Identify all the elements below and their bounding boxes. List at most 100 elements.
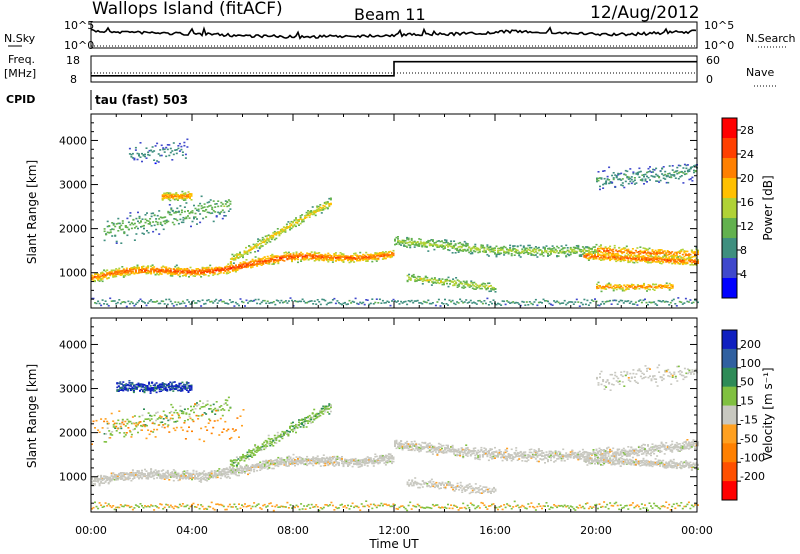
power-cell bbox=[653, 286, 656, 289]
power-cell bbox=[255, 245, 258, 248]
power-cell bbox=[395, 236, 398, 239]
power-cell bbox=[196, 223, 198, 225]
colorbar-tick-label: 4 bbox=[740, 268, 747, 281]
power-cell bbox=[547, 255, 549, 257]
power-cell bbox=[200, 272, 203, 274]
power-cell bbox=[401, 241, 404, 243]
power-cell bbox=[286, 255, 289, 257]
velocity-cell bbox=[115, 476, 118, 479]
power-cell bbox=[668, 172, 671, 175]
power-cell bbox=[656, 257, 659, 260]
power-cell bbox=[189, 266, 192, 269]
power-cell bbox=[151, 151, 154, 153]
power-cell bbox=[578, 255, 581, 257]
power-cell bbox=[679, 171, 682, 173]
power-cell bbox=[613, 258, 616, 260]
power-cell bbox=[319, 253, 322, 256]
power-cell bbox=[295, 254, 298, 257]
power-cell bbox=[270, 237, 273, 240]
power-cell bbox=[245, 246, 247, 249]
power-cell bbox=[108, 232, 111, 234]
power-cell bbox=[627, 258, 630, 260]
power-cell bbox=[598, 250, 601, 252]
power-cell bbox=[589, 302, 592, 304]
velocity-cell bbox=[224, 475, 227, 478]
power-cell bbox=[231, 257, 234, 259]
velocity-cell bbox=[241, 467, 243, 470]
power-cell bbox=[181, 151, 184, 153]
power-cell bbox=[397, 240, 399, 242]
velocity-cell bbox=[291, 461, 293, 463]
power-cell bbox=[655, 283, 658, 286]
power-cell bbox=[596, 177, 598, 180]
power-cell bbox=[475, 247, 478, 249]
velocity-cell bbox=[287, 455, 290, 458]
station-title: Wallops Island (fitACF) bbox=[92, 0, 283, 19]
power-cell bbox=[694, 260, 696, 263]
power-cell bbox=[650, 261, 652, 264]
power-cell bbox=[169, 300, 172, 303]
power-cell bbox=[261, 241, 264, 243]
power-cell bbox=[386, 254, 389, 257]
power-cell bbox=[153, 268, 156, 271]
power-cell bbox=[530, 254, 533, 256]
power-cell bbox=[574, 252, 577, 254]
power-cell bbox=[183, 141, 186, 144]
power-cell bbox=[674, 251, 677, 254]
velocity-cell bbox=[215, 473, 218, 475]
power-cell bbox=[275, 299, 278, 302]
power-cell bbox=[671, 169, 674, 171]
power-cell bbox=[442, 245, 445, 247]
power-cell bbox=[518, 254, 521, 257]
power-cell bbox=[295, 257, 298, 260]
power-cell bbox=[342, 259, 345, 261]
power-cell bbox=[378, 298, 381, 301]
power-cell bbox=[219, 269, 222, 271]
power-cell bbox=[688, 170, 691, 172]
power-cell bbox=[648, 251, 651, 254]
power-cell bbox=[325, 201, 328, 203]
power-cell bbox=[384, 253, 387, 256]
velocity-cell bbox=[231, 469, 234, 472]
power-cell bbox=[248, 250, 251, 252]
power-cell bbox=[664, 284, 667, 287]
power-cell bbox=[455, 277, 458, 279]
power-cell bbox=[362, 259, 365, 261]
power-cell bbox=[176, 219, 179, 222]
power-cell bbox=[148, 300, 151, 303]
power-cell bbox=[624, 180, 627, 183]
power-cell bbox=[325, 303, 328, 306]
power-cell bbox=[232, 258, 235, 260]
power-cell bbox=[519, 244, 522, 247]
power-cell bbox=[313, 254, 316, 256]
power-cell bbox=[298, 253, 301, 256]
power-cell bbox=[556, 250, 559, 252]
power-cell bbox=[633, 288, 636, 290]
velocity-cell bbox=[144, 473, 146, 476]
power-cell bbox=[610, 303, 613, 305]
velocity-cell bbox=[221, 472, 224, 475]
power-cell bbox=[448, 245, 451, 247]
power-cell bbox=[184, 275, 187, 277]
velocity-cell bbox=[174, 475, 177, 478]
power-cell bbox=[156, 160, 159, 162]
power-cell bbox=[106, 225, 109, 228]
power-cell bbox=[271, 258, 274, 261]
power-cell bbox=[141, 270, 143, 273]
power-cell bbox=[167, 210, 170, 213]
power-cell bbox=[489, 301, 492, 303]
power-cell bbox=[160, 300, 163, 302]
power-cell bbox=[450, 245, 453, 248]
power-cell bbox=[130, 301, 133, 303]
power-cell bbox=[371, 260, 374, 263]
power-cell bbox=[354, 297, 357, 300]
power-cell bbox=[307, 259, 310, 261]
power-cell bbox=[683, 251, 686, 253]
velocity-cell bbox=[250, 465, 253, 468]
power-cell bbox=[139, 142, 142, 144]
power-cell bbox=[533, 301, 536, 303]
power-cell bbox=[436, 279, 439, 282]
power-cell bbox=[427, 241, 430, 244]
power-cell bbox=[528, 244, 531, 247]
power-cell bbox=[510, 253, 513, 255]
